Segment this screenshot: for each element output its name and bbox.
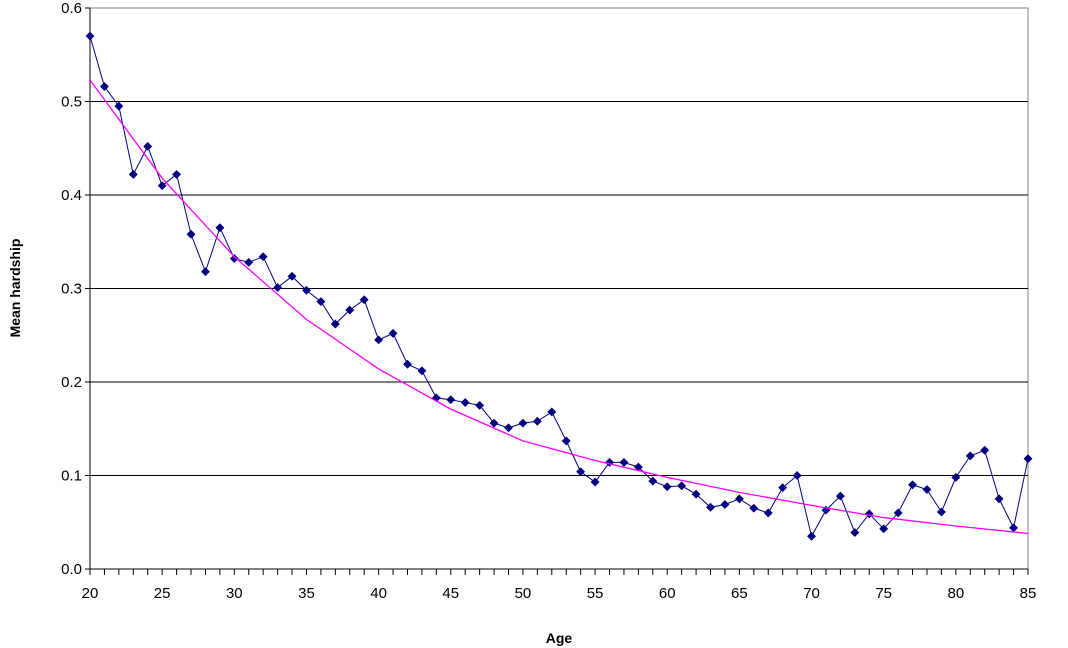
x-tick-label: 40: [370, 585, 387, 602]
y-tick-label: 0.6: [61, 0, 82, 17]
data-point: [864, 509, 874, 519]
y-tick-label: 0.5: [61, 94, 82, 111]
data-point: [734, 494, 744, 504]
y-tick-label: 0.0: [61, 561, 82, 578]
x-axis-ticks: 20 25 30 35 40 45 50 55 60 65 70 75 80 85: [82, 569, 1037, 602]
data-point: [475, 400, 485, 410]
data-point: [806, 531, 817, 541]
data-point: [128, 169, 138, 179]
data-point: [229, 254, 239, 264]
x-tick-label: 75: [875, 585, 892, 602]
data-point: [561, 436, 571, 446]
data-point: [287, 271, 297, 281]
data-point: [374, 335, 384, 345]
x-tick-label: 60: [659, 585, 676, 602]
data-point: [244, 257, 254, 267]
data-point: [460, 398, 470, 408]
data-point: [720, 499, 730, 510]
y-tick-label: 0.2: [61, 374, 82, 391]
data-point: [85, 31, 95, 41]
x-axis-title: Age: [546, 630, 573, 646]
data-point: [200, 267, 210, 277]
data-point: [879, 524, 889, 534]
y-tick-label: 0.4: [61, 187, 82, 204]
data-point: [994, 494, 1004, 504]
data-point: [922, 484, 932, 495]
data-point: [749, 503, 759, 513]
data-point: [662, 482, 672, 492]
data-point: [301, 285, 312, 295]
data-point: [677, 481, 687, 491]
data-point: [576, 467, 586, 477]
data-point: [590, 477, 600, 487]
x-tick-label: 85: [1020, 585, 1037, 602]
x-tick-label: 50: [515, 585, 532, 602]
data-point: [547, 407, 557, 417]
data-point: [388, 328, 398, 338]
x-tick-label: 25: [154, 585, 171, 602]
data-point: [186, 229, 196, 239]
data-point: [316, 297, 326, 307]
data-point: [792, 470, 802, 481]
data-point: [446, 395, 456, 405]
data-point: [1023, 454, 1033, 464]
y-tick-label: 0.1: [61, 468, 82, 485]
x-tick-label: 20: [82, 585, 99, 602]
data-point: [417, 366, 427, 376]
data-point: [936, 507, 946, 517]
data-point: [172, 169, 182, 179]
y-tick-label: 0.3: [61, 281, 82, 298]
data-point: [273, 283, 283, 293]
x-tick-label: 55: [587, 585, 604, 602]
data-point: [489, 418, 499, 428]
series-layer: [85, 31, 1033, 541]
data-point: [965, 451, 975, 461]
x-tick-label: 45: [442, 585, 459, 602]
data-point: [908, 480, 918, 490]
data-point: [850, 527, 860, 538]
x-tick-label: 30: [226, 585, 243, 602]
data-point: [114, 101, 124, 111]
data-point: [951, 472, 961, 482]
data-point: [345, 305, 355, 315]
data-point: [99, 81, 109, 92]
data-point: [778, 483, 788, 493]
y-axis-title: Mean hardship: [7, 239, 23, 338]
x-tick-label: 80: [948, 585, 965, 602]
data-point: [980, 445, 990, 455]
y-axis-ticks: 0.0 0.1 0.2 0.3 0.4 0.5 0.6: [61, 0, 90, 578]
trend-line: [89, 79, 1029, 535]
data-point: [648, 476, 658, 486]
data-point: [330, 319, 340, 329]
data-point: [532, 416, 542, 426]
data-point: [705, 502, 716, 512]
data-point: [157, 181, 167, 191]
data-point: [763, 508, 773, 518]
data-point: [359, 295, 369, 305]
data-point: [518, 418, 528, 428]
data-point: [402, 359, 413, 369]
data-point: [691, 489, 701, 499]
data-point: [215, 223, 225, 233]
data-point: [143, 141, 153, 151]
data-point: [893, 508, 903, 518]
data-point: [835, 491, 845, 501]
x-tick-label: 70: [803, 585, 820, 602]
x-tick-label: 35: [298, 585, 315, 602]
data-point: [258, 252, 268, 262]
x-tick-label: 65: [731, 585, 748, 602]
data-point: [503, 423, 514, 433]
